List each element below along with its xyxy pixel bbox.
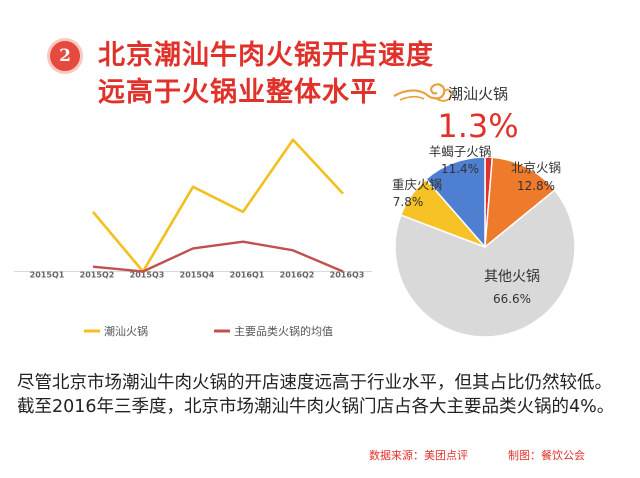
x-tick-label-2016q3: 2016Q3 — [330, 271, 365, 280]
section-number-badge: 2 — [47, 38, 83, 74]
pie-slice-beijing — [484, 156, 556, 249]
legend-label-average: 主要品类火锅的均值 — [234, 324, 333, 338]
line-chart: 2015Q1 2015Q2 2015Q3 2015Q4 2016Q1 2016Q2 2016… — [14, 138, 372, 338]
x-tick-label-2015q3: 2015Q3 — [130, 271, 165, 280]
pie-label-chongqing: 重庆火锅 — [392, 177, 442, 192]
page-title-line-1: 北京潮汕牛肉火锅开店速度 — [98, 40, 434, 71]
data-source-note: 数据来源：美团点评 — [369, 449, 468, 462]
series-line-chaoshan — [92, 138, 344, 273]
chart-author-note: 制图：餐饮公会 — [508, 449, 585, 462]
series-line-average — [92, 240, 344, 273]
pie-slice-yangxiezi — [424, 156, 486, 250]
x-tick-label-2015q4: 2015Q4 — [180, 271, 215, 280]
pie-label-beijing: 北京火锅 — [511, 160, 561, 175]
legend-label-chaoshan: 潮汕火锅 — [104, 324, 148, 338]
pie-slice-other — [394, 189, 576, 338]
cloud-ornament-icon — [393, 83, 453, 102]
x-tick-label-2015q1: 2015Q1 — [30, 271, 65, 280]
pie-label-yangxiezi: 羊蝎子火锅 — [429, 144, 492, 159]
pie-value-yangxiezi: 11.4% — [441, 162, 479, 176]
x-tick-label-2016q2: 2016Q2 — [280, 271, 315, 280]
summary-paragraph: 尽管北京市场潮汕牛肉火锅的开店速度远高于行业水平，但其占比仍然较低。截至2016… — [17, 373, 615, 417]
pie-value-other: 66.6% — [493, 292, 531, 306]
pie-label-chaoshan: 潮汕火锅 — [448, 85, 508, 103]
x-tick-label-2016q1: 2016Q1 — [230, 271, 265, 280]
pie-value-chaoshan: 1.3% — [437, 107, 518, 145]
pie-label-other: 其他火锅 — [484, 269, 540, 285]
page-title-line-2: 远高于火锅业整体水平 — [98, 77, 378, 108]
pie-value-beijing: 12.8% — [517, 179, 555, 193]
pie-value-chongqing: 7.8% — [393, 195, 424, 209]
pie-chart: 潮汕火锅 1.3% 羊蝎子火锅 11.4% 北京火锅 12.8% 重庆火锅 7.… — [392, 85, 576, 338]
x-tick-label-2015q2: 2015Q2 — [80, 271, 115, 280]
